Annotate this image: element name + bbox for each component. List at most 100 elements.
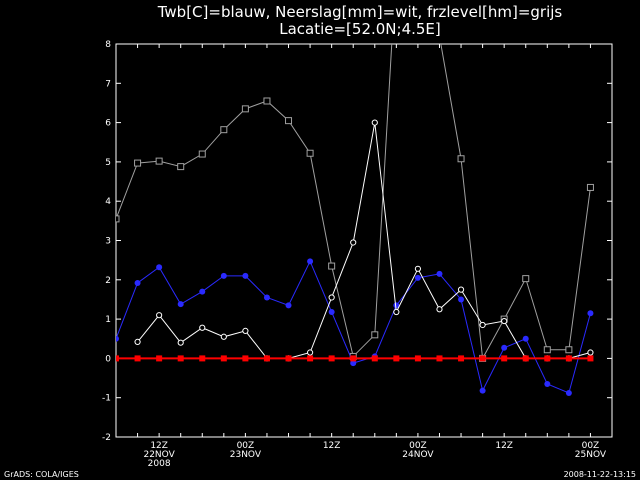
data-point (242, 327, 249, 334)
data-point (134, 279, 141, 286)
series-zero (116, 355, 594, 362)
data-point (134, 355, 141, 362)
data-point (501, 355, 508, 362)
y-tick-label: 0 (105, 354, 111, 364)
y-tick-label: 6 (105, 119, 111, 129)
data-point (436, 270, 443, 277)
y-tick-label: -2 (102, 433, 111, 443)
data-point (328, 262, 336, 270)
data-point (414, 274, 421, 281)
chart-title-line2: Lacatie=[52.0N;4.5E] (279, 20, 441, 38)
data-point (565, 346, 573, 354)
x-tick-label: 22NOV (143, 450, 175, 460)
data-point (414, 265, 422, 272)
data-point (116, 335, 119, 342)
series-line-frzlevel (116, 44, 591, 361)
data-point (522, 275, 530, 283)
data-point (328, 355, 335, 362)
chart-title-line1: Twb[C]=blauw, Neerslag[mm]=wit, frzlevel… (157, 3, 563, 21)
series-line-twb (116, 260, 591, 394)
data-point (285, 117, 293, 125)
footer-timestamp: 2008-11-22-13:15 (564, 470, 636, 479)
series-line-neerslag (137, 122, 591, 359)
data-point (544, 380, 551, 387)
data-point (544, 355, 551, 362)
footer-credit: GrADS: COLA/IGES (4, 470, 79, 479)
x-tick-label: 00Z (582, 441, 600, 451)
data-point (565, 389, 572, 396)
data-point (220, 355, 227, 362)
x-tick-label: 23NOV (230, 450, 262, 460)
y-tick-label: 1 (105, 315, 111, 325)
data-point (393, 302, 400, 309)
data-point (220, 272, 227, 279)
data-point (393, 355, 400, 362)
data-point (263, 355, 270, 362)
data-point (328, 309, 335, 316)
data-point (436, 306, 443, 313)
data-point (587, 310, 594, 317)
data-point (587, 355, 594, 362)
data-point (458, 355, 465, 362)
data-point (328, 294, 335, 301)
x-tick-label: 00Z (409, 441, 427, 451)
data-point (501, 344, 508, 351)
data-point (457, 155, 465, 163)
y-tick-label: 4 (105, 197, 111, 207)
data-point (307, 355, 314, 362)
data-point (350, 360, 357, 367)
data-point (436, 355, 443, 362)
data-point (199, 355, 206, 362)
y-tick-label: 3 (105, 237, 111, 247)
data-point (134, 338, 141, 345)
y-tick-label: 7 (105, 79, 111, 89)
y-tick-label: -1 (102, 394, 111, 404)
data-point (241, 105, 249, 113)
data-point (307, 258, 314, 265)
data-point (177, 339, 184, 346)
data-point (134, 159, 142, 167)
data-point (242, 355, 249, 362)
data-point (458, 296, 465, 303)
data-point (371, 331, 379, 339)
data-point (177, 163, 185, 171)
x-tick-label: 25NOV (575, 450, 607, 460)
data-point (522, 335, 529, 342)
plot-area (116, 44, 594, 396)
data-point (306, 149, 314, 157)
data-point (522, 355, 529, 362)
x-tick-label: 00Z (237, 441, 255, 451)
data-point (199, 324, 206, 331)
data-point (565, 355, 572, 362)
data-point (479, 321, 486, 329)
data-point (479, 387, 486, 394)
data-point (285, 302, 292, 309)
data-point (116, 355, 119, 362)
data-point (156, 264, 163, 271)
data-point (220, 333, 227, 340)
data-point (393, 308, 400, 316)
data-point (371, 119, 378, 126)
series-frzlevel (116, 44, 594, 362)
data-point (457, 286, 465, 293)
data-point (116, 215, 120, 223)
data-point (414, 355, 421, 362)
data-point (177, 355, 184, 362)
data-point (587, 349, 594, 356)
data-point (220, 126, 228, 134)
data-point (177, 301, 184, 308)
y-tick-label: 2 (105, 276, 111, 286)
y-tick-label: 8 (105, 40, 111, 50)
plot-frame (115, 43, 613, 438)
data-point (586, 183, 594, 191)
x-tick-label: 12Z (323, 441, 341, 451)
x-tick-label: 2008 (148, 459, 171, 469)
data-point (371, 355, 378, 362)
data-point (156, 355, 163, 362)
data-point (350, 355, 357, 362)
y-tick-label: 5 (105, 158, 111, 168)
series-twb (116, 258, 594, 396)
data-point (543, 346, 551, 354)
